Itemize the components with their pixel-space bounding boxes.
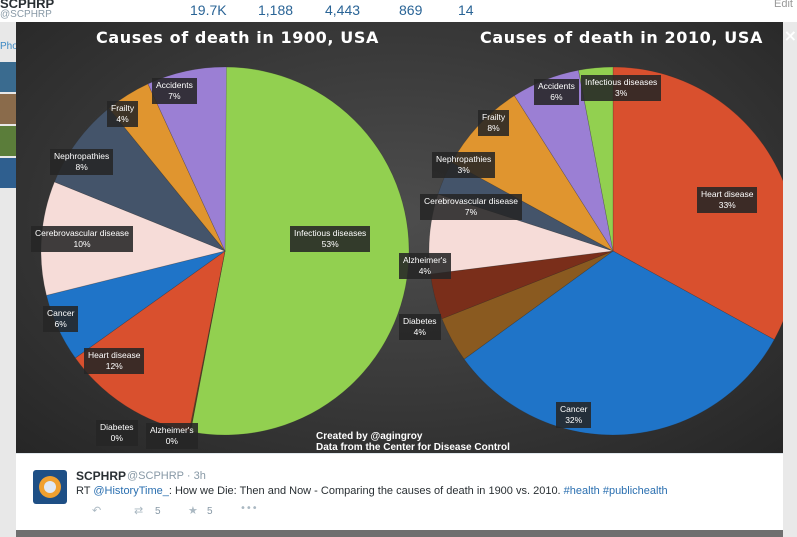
label-2010-heart-disease: Heart disease 33% <box>697 187 758 213</box>
label-2010-infectious: Infectious diseases 3% <box>581 75 662 101</box>
photo-thumbnail[interactable] <box>0 62 16 92</box>
credit-line-2: Data from the Center for Disease Control <box>316 442 510 453</box>
tweet-text-body: : How we Die: Then and Now - Comparing t… <box>168 485 564 497</box>
pie-slice-1900-accidents <box>147 66 227 252</box>
label-2010-cancer: Cancer 32% <box>556 402 592 428</box>
label-1900-accidents: Accidents 7% <box>152 78 197 104</box>
pie-charts <box>40 66 783 436</box>
stat-following[interactable]: 4,443 <box>325 2 361 18</box>
favorite-count: 5 <box>207 506 213 517</box>
tweet-actions: ↶ ⇄ 5 ★ 5 ••• <box>76 503 276 518</box>
stat-followers[interactable]: 869 <box>399 2 423 18</box>
favorite-star-icon[interactable]: ★ <box>188 504 198 517</box>
tweet-author-name[interactable]: SCPHRP <box>76 469 127 483</box>
profile-handle: @SCPHRP <box>0 9 52 20</box>
pie-slice-2010-infectious-diseases <box>578 66 614 252</box>
label-2010-nephropathies: Nephropathies 3% <box>432 152 496 178</box>
tweet-author-meta[interactable]: @SCPHRP · 3h <box>127 470 206 482</box>
background-right-edge <box>783 22 797 537</box>
avatar-core <box>44 481 56 493</box>
mention-link[interactable]: @HistoryTime_ <box>93 485 169 497</box>
label-2010-diabetes: Diabetes 4% <box>399 314 441 340</box>
close-icon[interactable]: × <box>783 26 797 45</box>
avatar[interactable] <box>33 470 67 504</box>
photos-label[interactable]: Phot <box>0 41 21 52</box>
retweet-count: 5 <box>155 506 161 517</box>
credit-line-1: Created by @agingroy <box>316 431 423 442</box>
tweet-card[interactable]: SCPHRP @SCPHRP · 3h RT @HistoryTime_: Ho… <box>16 453 783 530</box>
label-1900-cerebrovascular: Cerebrovascular disease 10% <box>31 226 134 252</box>
reply-icon[interactable]: ↶ <box>92 504 102 517</box>
label-2010-alzheimers: Alzheimer's 4% <box>399 253 451 279</box>
label-1900-diabetes: Diabetes 0% <box>96 420 138 446</box>
label-1900-frailty: Frailty 4% <box>107 101 139 127</box>
tweet-media-image[interactable]: Causes of death in 1900, USA Causes of d… <box>16 22 783 453</box>
photo-thumbnail[interactable] <box>0 158 16 188</box>
pie-slice-2010-cancer <box>463 250 775 436</box>
label-1900-nephropathies: Nephropathies 8% <box>50 149 114 175</box>
chart-title-2010: Causes of death in 2010, USA <box>480 28 763 47</box>
label-2010-cerebrovascular: Cerebrovascular disease 7% <box>420 194 523 220</box>
stat-favorites[interactable]: 14 <box>458 2 474 18</box>
label-2010-frailty: Frailty 8% <box>478 110 510 136</box>
retweet-icon[interactable]: ⇄ <box>134 504 144 517</box>
label-2010-accidents: Accidents 6% <box>534 79 579 105</box>
profile-name: SCPHRP <box>0 0 55 11</box>
chart-credit: Created by @agingroy Data from the Cente… <box>316 431 510 453</box>
photo-thumbnail[interactable] <box>0 126 16 156</box>
stat-tweets[interactable]: 19.7K <box>190 2 227 18</box>
stat-photos[interactable]: 1,188 <box>258 2 294 18</box>
edit-profile-link[interactable]: Edit <box>774 0 793 10</box>
pie-slice-2010-diabetes <box>441 250 614 360</box>
hashtag-publichealth-link[interactable]: #publichealth <box>602 485 668 497</box>
photo-thumbnail[interactable] <box>0 94 16 124</box>
background-sidebar: Phot <box>0 22 21 537</box>
tweet-text: RT @HistoryTime_: How we Die: Then and N… <box>76 485 668 497</box>
more-options-icon[interactable]: ••• <box>240 503 258 514</box>
label-1900-alzheimers: Alzheimer's 0% <box>146 423 198 449</box>
label-1900-heart-disease: Heart disease 12% <box>84 348 145 374</box>
hashtag-health-link[interactable]: #health <box>563 485 600 497</box>
tweet-text-rt: RT <box>76 485 94 497</box>
profile-header-strip: SCPHRP @SCPHRP 19.7K 1,188 4,443 869 14 … <box>0 0 797 22</box>
chart-title-1900: Causes of death in 1900, USA <box>96 28 379 47</box>
label-1900-infectious: Infectious diseases 53% <box>290 226 371 252</box>
label-1900-cancer: Cancer 6% <box>43 306 79 332</box>
